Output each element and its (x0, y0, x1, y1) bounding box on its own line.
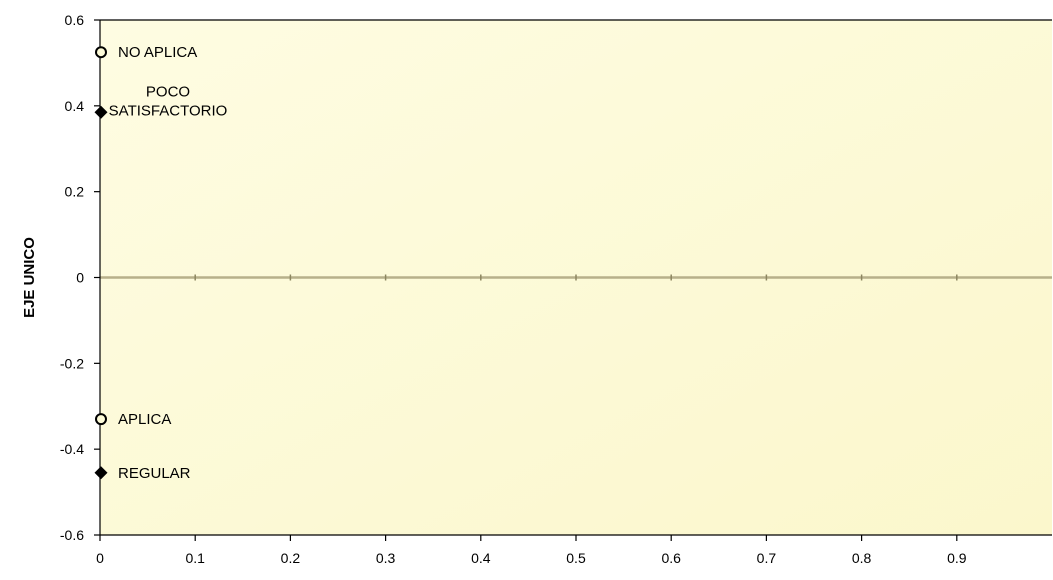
point-label: APLICA (118, 411, 171, 428)
y-tick-label: -0.4 (60, 441, 84, 457)
y-axis-title: EJE UNICO (21, 237, 38, 318)
x-tick-label: 0.6 (661, 550, 681, 566)
x-tick-label: 0.8 (852, 550, 872, 566)
y-tick-label: 0 (76, 270, 84, 286)
x-tick-label: 0 (96, 550, 104, 566)
y-tick-label: -0.6 (60, 527, 84, 543)
x-tick-label: 0.2 (281, 550, 301, 566)
point-marker-circle (95, 46, 107, 59)
data-points: NO APLICA POCO SATISFACTORIO APLICA REGULAR (94, 44, 228, 482)
point-label: POCO SATISFACTORIO (109, 83, 228, 119)
x-tick-label: 0.4 (471, 550, 491, 566)
x-tick-label: 0.5 (566, 550, 586, 566)
point-label: NO APLICA (118, 44, 197, 61)
x-ticks: 0 0.1 0.2 0.3 0.4 0.5 0.6 0.7 0.8 0.9 (96, 535, 967, 566)
y-tick-label: -0.2 (60, 355, 84, 371)
x-tick-label: 0.1 (185, 550, 205, 566)
x-tick-label: 0.3 (376, 550, 396, 566)
y-tick-label: 0.6 (65, 12, 85, 28)
point-label: REGULAR (118, 465, 191, 482)
y-tick-label: 0.4 (65, 98, 85, 114)
y-ticks: 0.6 0.4 0.2 0 -0.2 -0.4 -0.6 (60, 12, 100, 543)
y-tick-label: 0.2 (65, 184, 85, 200)
zero-line (100, 274, 1052, 281)
point-marker-diamond (94, 105, 108, 119)
x-tick-label: 0.9 (947, 550, 967, 566)
point-marker-circle (95, 413, 107, 426)
point-marker-diamond (94, 466, 108, 480)
x-tick-label: 0.7 (757, 550, 777, 566)
